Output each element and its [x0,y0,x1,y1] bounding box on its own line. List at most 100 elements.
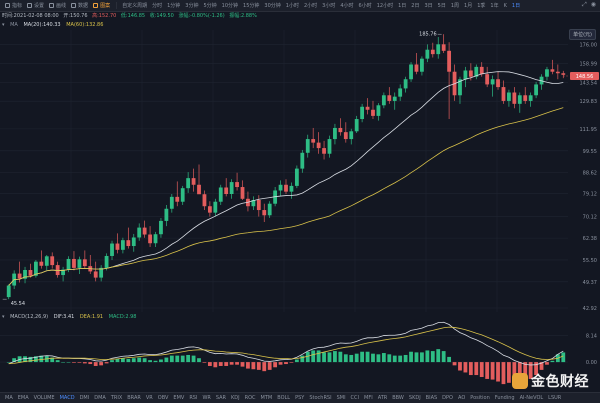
indicator-tab[interactable]: VOLUME [33,395,55,401]
timeframe-tab[interactable]: 1日 [398,3,407,9]
candle[interactable] [528,92,533,107]
candle[interactable] [327,135,332,158]
candle[interactable] [425,44,430,63]
fullscreen-icon[interactable]: ⤢ [581,1,587,8]
timeframe-tab[interactable]: 3小时 [322,3,336,9]
candle[interactable] [197,164,201,195]
candle[interactable] [159,217,163,238]
indicator-tab[interactable]: SKDJ [408,395,421,401]
candle[interactable] [289,182,294,199]
candle[interactable] [267,201,272,218]
candle[interactable] [523,87,528,104]
candle[interactable] [436,37,441,59]
candle[interactable] [398,84,403,101]
indicator-tab[interactable]: BBW [392,395,404,401]
indicator-tab[interactable]: DMA [94,395,106,401]
indicator-tab[interactable]: MFI [364,395,373,401]
indicator-tab[interactable]: EMA [17,395,29,401]
candle[interactable] [561,70,566,79]
candle[interactable] [409,62,413,82]
timeframe-tab[interactable]: 1分钟 [167,3,181,9]
timeframe-tab[interactable]: 15分钟 [243,3,260,9]
candle[interactable] [82,250,87,269]
indicator-tab[interactable]: Position [470,395,490,401]
indicator-tab[interactable]: DMI [79,395,90,401]
camera-icon[interactable]: ◉ [590,1,596,8]
candle[interactable] [131,233,136,252]
indicator-tab[interactable]: CCI [350,395,360,401]
candle[interactable] [294,165,299,189]
indicator-tab[interactable]: WR [202,395,211,401]
timeframe-tab[interactable]: 1月 [464,3,473,9]
toolbar-indicator[interactable]: 指标 [5,2,22,9]
candle[interactable] [34,259,38,278]
candle[interactable] [169,194,174,213]
candle[interactable] [343,122,348,143]
candle[interactable] [517,92,522,113]
toolbar-pattern[interactable]: 图案 [93,2,110,9]
candle[interactable] [93,261,98,282]
candle[interactable] [545,66,549,81]
timeframe-tab[interactable]: 2日 [411,3,420,9]
timeframe-tab[interactable]: 分时 [152,3,163,9]
candle[interactable] [229,179,234,199]
indicator-tab[interactable]: PSY [295,395,305,401]
timeframe-tab[interactable]: 3分钟 [185,3,199,9]
timeframe-tab[interactable]: 4小时 [340,3,354,9]
candle[interactable] [512,87,517,109]
candle[interactable] [110,240,114,260]
macd-legend-expand-icon[interactable]: ▾ [2,314,5,320]
candle[interactable] [392,92,397,110]
candle[interactable] [452,64,457,101]
candle[interactable] [224,178,229,197]
indicator-tab[interactable]: ROC [244,395,256,401]
candlestick-chart[interactable]: 176.00 158.99 143.54 129.83 111.95 99.55 88.62… [0,30,600,312]
candle[interactable] [534,81,538,99]
indicator-tab[interactable]: DPO [442,395,453,401]
candle[interactable] [28,263,33,278]
timeframe-tab[interactable]: 1季 [477,3,486,9]
candle[interactable] [6,284,11,300]
candle[interactable] [414,53,419,75]
toolbar-draw-line[interactable]: 画线 [49,2,66,9]
candle[interactable] [251,196,256,211]
candle[interactable] [354,115,359,133]
candle[interactable] [539,74,544,90]
candle[interactable] [104,253,109,271]
timeframe-tab[interactable]: 1年 [490,3,499,9]
candle[interactable] [39,250,44,269]
candle[interactable] [44,254,49,271]
timeframe-tab[interactable]: 6小时 [358,3,372,9]
toolbar-data[interactable]: 数据 [71,2,88,9]
candle[interactable] [207,201,212,217]
candle[interactable] [550,59,555,75]
custom-period-button[interactable]: 自定义周期 [122,3,148,9]
candle[interactable] [507,89,511,107]
indicator-tab[interactable]: Funding [494,395,515,401]
indicator-tab[interactable]: KDJ [231,395,240,401]
candle[interactable] [55,261,60,278]
candle[interactable] [376,103,381,121]
candle[interactable] [284,179,288,195]
candle[interactable] [88,254,93,274]
candle[interactable] [72,251,76,271]
candle[interactable] [262,203,267,223]
indicator-tab[interactable]: AO [457,395,466,401]
candle[interactable] [256,195,261,217]
candle[interactable] [474,64,479,80]
indicator-tab[interactable]: OBV [157,395,169,401]
indicator-tab[interactable]: AI-NeVOL [519,395,544,401]
indicator-tab[interactable]: EMV [173,395,185,401]
candle[interactable] [23,266,27,284]
indicator-tab[interactable]: BRAR [127,395,141,401]
timeframe-tab[interactable]: K [503,2,507,9]
indicator-tab[interactable]: ATR [377,395,388,401]
unit-button[interactable]: 单位(元) [569,29,596,40]
candle[interactable] [164,204,169,227]
indicator-tab[interactable]: SAR [215,395,227,401]
candle[interactable] [180,185,185,205]
candle[interactable] [142,220,147,238]
candle[interactable] [447,42,452,120]
candle[interactable] [50,252,55,269]
candle[interactable] [278,180,283,197]
